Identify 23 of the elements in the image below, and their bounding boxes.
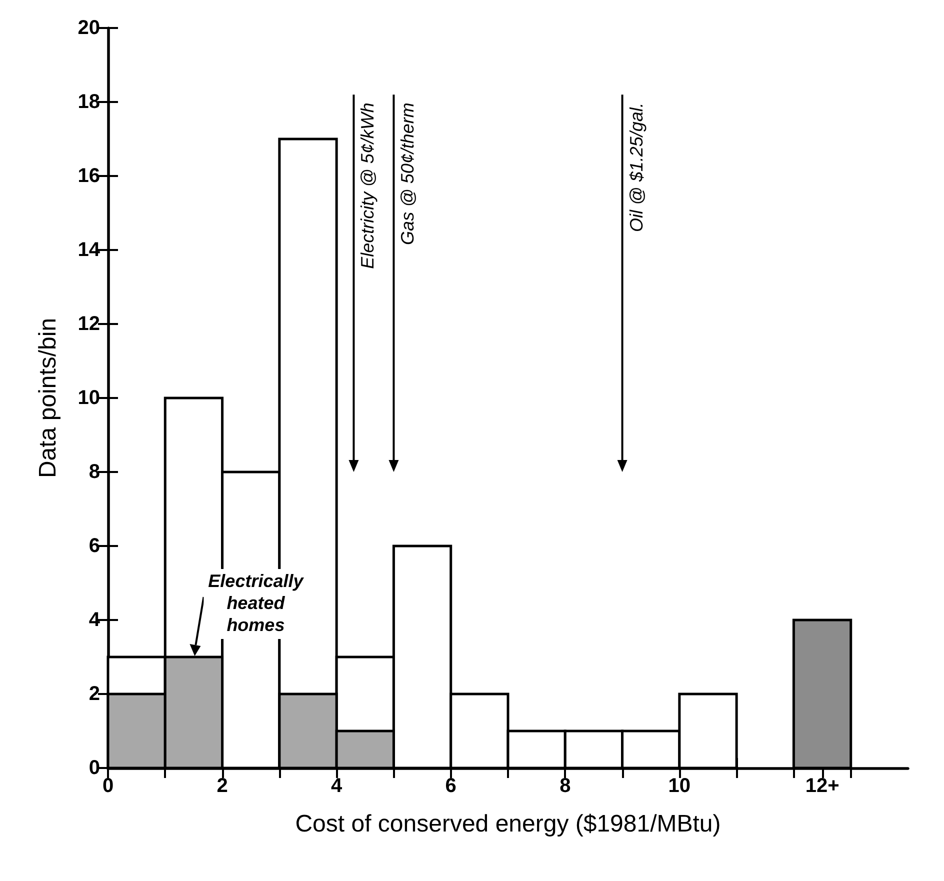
y-tick-label: 12 [78,313,100,335]
ref-line-label: Oil @ $1.25/gal. [626,102,646,232]
x-tick-label: 6 [445,775,456,797]
y-tick-label: 14 [78,239,101,261]
y-tick-label: 8 [88,461,100,483]
y-tick-label: 4 [88,609,101,631]
x-axis-title: Cost of conserved energy ($1981/MBtu) [295,810,721,838]
y-tick-label: 16 [78,165,100,187]
x-tick-label: 8 [560,775,571,797]
x-tick-label: 4 [331,775,344,797]
y-tick-label: 20 [78,17,100,39]
y-tick-label: 18 [78,91,100,113]
x-tick-label: 10 [668,775,691,797]
x-tick-label: 12+ [805,775,840,797]
y-axis-title: Data points/bin [34,318,62,478]
x-tick-label: 2 [216,775,228,797]
y-tick-label: 0 [88,757,100,779]
y-tick-label: 10 [78,387,100,409]
y-tick-label: 6 [88,535,100,557]
ref-line-label: Gas @ 50¢/therm [398,102,418,245]
ref-line-label: Electricity @ 5¢/kWh [358,102,378,269]
y-tick-label: 2 [88,683,100,705]
annotation: Electrically heated homes [208,571,304,635]
